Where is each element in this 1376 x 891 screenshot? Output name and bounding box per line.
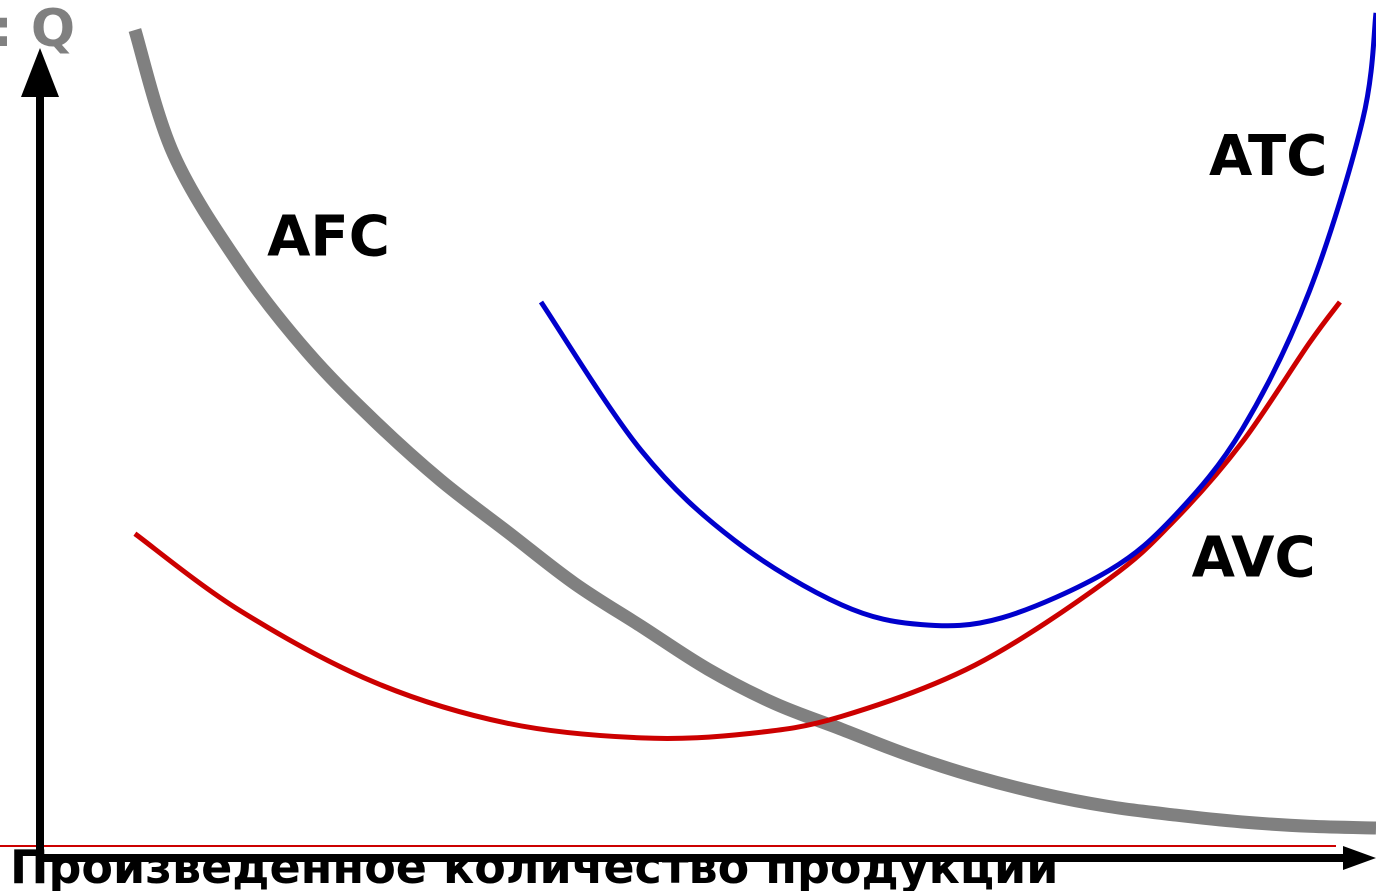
curves-layer	[128, 12, 1376, 835]
y-axis-arrowhead	[21, 48, 59, 97]
afc-label: AFC	[267, 205, 390, 270]
y-axis-label: : Q	[0, 0, 75, 59]
avc-label: AVC	[1192, 526, 1316, 591]
x-axis-label: Произведенное количество продукции	[10, 840, 1058, 891]
atc-curve	[538, 12, 1376, 629]
x-axis-arrowhead	[1343, 846, 1376, 870]
avc-curve	[133, 300, 1342, 741]
atc-label: ATC	[1209, 124, 1327, 189]
afc-curve	[128, 28, 1376, 835]
